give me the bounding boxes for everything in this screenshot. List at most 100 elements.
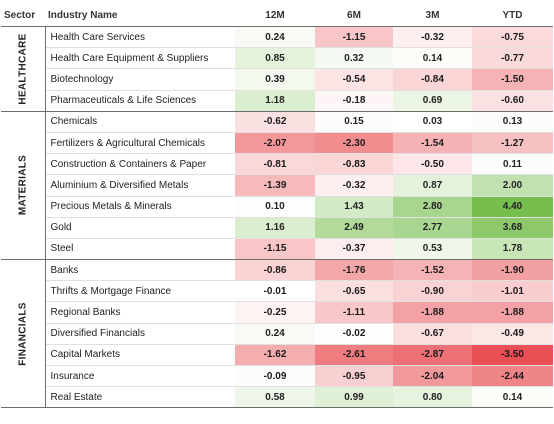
value-cell-ytd: -3.50 xyxy=(472,344,553,367)
value-cell-6m: -1.11 xyxy=(315,301,393,324)
value-cell-ytd: -0.75 xyxy=(472,26,553,49)
table-row: Health Care Equipment & Suppliers 0.85 0.3… xyxy=(1,47,553,70)
value-cell-3m: 0.03 xyxy=(393,111,472,133)
value-cell-ytd: 1.78 xyxy=(472,238,553,261)
value-cell-12m: 0.39 xyxy=(235,68,315,91)
value-cell-6m: -0.95 xyxy=(315,365,393,388)
value-cell-6m: 0.32 xyxy=(315,47,393,70)
industry-name: Health Care Equipment & Suppliers xyxy=(45,47,235,70)
value-cell-12m: 1.18 xyxy=(235,90,315,112)
value-cell-3m: -1.52 xyxy=(393,259,472,282)
value-cell-ytd: 3.68 xyxy=(472,217,553,239)
value-cell-ytd: 0.13 xyxy=(472,111,553,133)
value-cell-12m: -0.01 xyxy=(235,280,315,303)
value-cell-3m: -2.04 xyxy=(393,365,472,388)
value-cell-ytd: -0.49 xyxy=(472,323,553,345)
industry-name: Pharmaceuticals & Life Sciences xyxy=(45,90,235,112)
industry-name: Aluminium & Diversified Metals xyxy=(45,174,235,197)
value-cell-3m: 0.87 xyxy=(393,174,472,197)
value-cell-3m: -1.88 xyxy=(393,301,472,324)
industry-name: Capital Markets xyxy=(45,344,235,367)
value-cell-3m: -0.50 xyxy=(393,153,472,176)
industry-name: Construction & Containers & Paper xyxy=(45,153,235,176)
value-cell-12m: 0.24 xyxy=(235,323,315,345)
table-row: Biotechnology 0.39 -0.54 -0.84 -1.50 xyxy=(1,68,553,91)
sector-label: FINANCIALS xyxy=(17,301,29,366)
value-cell-6m: 0.99 xyxy=(315,386,393,409)
value-cell-12m: -0.81 xyxy=(235,153,315,176)
value-cell-12m: -2.07 xyxy=(235,132,315,155)
table-row: Gold 1.16 2.49 2.77 3.68 xyxy=(1,217,553,239)
value-cell-3m: 0.14 xyxy=(393,47,472,70)
header-6m: 6M xyxy=(315,4,393,27)
sector-label: HEALTHCARE xyxy=(17,33,29,105)
value-cell-3m: 0.80 xyxy=(393,386,472,409)
industry-name: Steel xyxy=(45,238,235,261)
table-row: Pharmaceuticals & Life Sciences 1.18 -0.18… xyxy=(1,90,553,112)
value-cell-ytd: -1.01 xyxy=(472,280,553,303)
value-cell-6m: -0.37 xyxy=(315,238,393,261)
header-12m: 12M xyxy=(235,4,315,27)
table-row: MATERIALS Chemicals -0.62 0.15 0.03 0.13 xyxy=(1,111,553,261)
value-cell-3m: -2.87 xyxy=(393,344,472,367)
table-row: Regional Banks -0.25 -1.11 -1.88 -1.88 xyxy=(1,301,553,324)
table-row: FINANCIALS Banks -0.86 -1.76 -1.52 -1.90 xyxy=(1,259,553,409)
value-cell-12m: 0.58 xyxy=(235,386,315,409)
value-cell-12m: 0.24 xyxy=(235,26,315,49)
value-cell-6m: 2.49 xyxy=(315,217,393,239)
table-row: Aluminium & Diversified Metals -1.39 -0.32… xyxy=(1,174,553,197)
value-cell-12m: -1.62 xyxy=(235,344,315,367)
industry-name: Precious Metals & Minerals xyxy=(45,196,235,218)
value-cell-12m: -0.86 xyxy=(235,259,315,282)
value-cell-6m: 1.43 xyxy=(315,196,393,218)
industry-name: Gold xyxy=(45,217,235,239)
value-cell-ytd: -2.44 xyxy=(472,365,553,388)
sector-label-cell: FINANCIALS xyxy=(1,259,46,409)
table-row: Real Estate 0.58 0.99 0.80 0.14 xyxy=(1,386,553,409)
value-cell-6m: -0.65 xyxy=(315,280,393,303)
value-cell-6m: -0.02 xyxy=(315,323,393,345)
value-cell-12m: -1.15 xyxy=(235,238,315,261)
sector-label-cell: HEALTHCARE xyxy=(1,26,46,112)
table-row: Thrifts & Mortgage Finance -0.01 -0.65 -0.9… xyxy=(1,280,553,303)
value-cell-12m: -0.25 xyxy=(235,301,315,324)
value-cell-6m: -0.54 xyxy=(315,68,393,91)
value-cell-3m: -0.32 xyxy=(393,26,472,49)
value-cell-ytd: -0.77 xyxy=(472,47,553,70)
value-cell-3m: -1.54 xyxy=(393,132,472,155)
value-cell-ytd: 0.14 xyxy=(472,386,553,409)
value-cell-6m: -1.76 xyxy=(315,259,393,282)
value-cell-12m: -1.39 xyxy=(235,174,315,197)
value-cell-3m: -0.84 xyxy=(393,68,472,91)
value-cell-6m: -0.18 xyxy=(315,90,393,112)
value-cell-3m: 2.80 xyxy=(393,196,472,218)
value-cell-6m: -2.30 xyxy=(315,132,393,155)
value-cell-3m: 0.69 xyxy=(393,90,472,112)
value-cell-3m: 2.77 xyxy=(393,217,472,239)
table-row: Construction & Containers & Paper -0.81 -0… xyxy=(1,153,553,176)
sector-label: MATERIALS xyxy=(17,155,29,216)
table-body: HEALTHCARE Health Care Services 0.24 -1.15-… xyxy=(1,26,553,409)
value-cell-6m: -2.61 xyxy=(315,344,393,367)
table-row: Diversified Financials 0.24 -0.02 -0.67 -0.4… xyxy=(1,323,553,345)
header-sector: Sector xyxy=(1,4,45,27)
table-row: Precious Metals & Minerals 0.10 1.43 2.80 4.… xyxy=(1,196,553,218)
header-row: Sector Industry Name 12M 6M 3M YTD xyxy=(1,4,553,27)
industry-heatmap-table: Sector Industry Name 12M 6M 3M YTD HEALT… xyxy=(1,4,553,409)
industry-name: Banks xyxy=(45,259,235,282)
value-cell-12m: 1.16 xyxy=(235,217,315,239)
industry-name: Regional Banks xyxy=(45,301,235,324)
table-row: Steel -1.15 -0.37 0.53 1.78 xyxy=(1,238,553,261)
industry-name: Fertilizers & Agricultural Chemicals xyxy=(45,132,235,155)
sector-label-cell: MATERIALS xyxy=(1,111,46,261)
value-cell-6m: -0.83 xyxy=(315,153,393,176)
value-cell-ytd: -1.50 xyxy=(472,68,553,91)
value-cell-ytd: -1.90 xyxy=(472,259,553,282)
value-cell-3m: 0.53 xyxy=(393,238,472,261)
industry-name: Biotechnology xyxy=(45,68,235,91)
value-cell-ytd: -0.60 xyxy=(472,90,553,112)
value-cell-ytd: 2.00 xyxy=(472,174,553,197)
industry-name: Real Estate xyxy=(45,386,235,409)
value-cell-ytd: 4.40 xyxy=(472,196,553,218)
value-cell-3m: -0.67 xyxy=(393,323,472,345)
